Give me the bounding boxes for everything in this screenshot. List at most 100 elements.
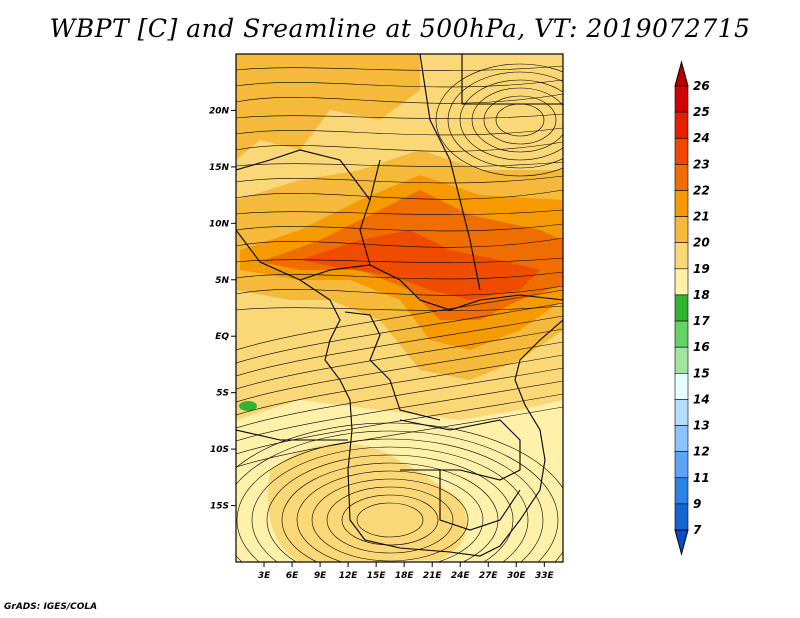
colorbar-label: 11: [693, 471, 710, 485]
lon-tick-label: 6E: [286, 571, 299, 581]
colorbar-segment: [674, 372, 689, 400]
grads-credit: GrADS: IGES/COLA: [4, 602, 98, 612]
colorbar-segment: [674, 503, 689, 531]
colorbar-segment: [674, 111, 689, 139]
streamline: [236, 393, 563, 455]
colorbar-label: 19: [693, 262, 710, 276]
colorbar-label: 7: [693, 523, 702, 537]
colorbar-segment: [674, 399, 689, 426]
colorbar-segment: [674, 190, 689, 217]
lon-tick-label: 15E: [367, 571, 387, 581]
streamline: [236, 209, 563, 215]
streamline: [236, 422, 563, 562]
streamline: [447, 71, 563, 169]
colorbar-label: 26: [693, 79, 710, 93]
country-boundaries: [236, 54, 563, 557]
streamline: [236, 367, 563, 429]
streamline: [236, 189, 563, 200]
streamline: [236, 430, 559, 562]
streamline: [236, 285, 563, 296]
lon-tick-label: 33E: [535, 571, 555, 581]
map-title: WBPT [C] and Sreamline at 500hPa, VT: 20…: [49, 14, 751, 43]
streamlines: [236, 63, 563, 562]
lon-tick-label: 12E: [339, 571, 359, 581]
lon-tick-label: 9E: [314, 571, 327, 581]
streamline: [236, 93, 563, 104]
colorbar-label: 9: [693, 497, 701, 511]
streamline: [311, 478, 469, 562]
streamline: [296, 470, 484, 562]
colorbar-segment: [674, 346, 689, 374]
colorbar-label: 12: [693, 445, 710, 459]
lat-tick-label: EQ: [215, 332, 229, 342]
lat-tick-label: 5S: [216, 389, 229, 399]
map-frame: [235, 53, 564, 563]
streamline: [236, 175, 563, 184]
colorbar-bottom-arrow: [674, 529, 689, 556]
streamline: [236, 406, 563, 468]
streamline: [236, 341, 563, 403]
lon-tick-label: 18E: [395, 571, 415, 581]
latitude-axis: 20N 15N 10N 5N EQ 5S 10S 15S: [209, 106, 236, 512]
streamline: [236, 328, 563, 390]
streamline: [266, 454, 514, 562]
colorbar-segment: [674, 477, 689, 505]
lat-tick-label: 15S: [210, 502, 229, 512]
colorbar-label: 18: [693, 288, 710, 302]
streamline: [236, 127, 563, 136]
colorbar-segment: [674, 294, 689, 322]
colorbar-label: 15: [693, 366, 710, 380]
colorbar-label: 25: [693, 105, 710, 119]
colorbar-top-arrow: [674, 60, 689, 87]
streamline: [236, 65, 563, 71]
streamline: [236, 223, 563, 232]
streamline: [236, 438, 544, 562]
streamline: [236, 257, 563, 263]
streamline: [236, 161, 563, 167]
streamline: [471, 87, 563, 153]
colorbar-segment: [674, 164, 689, 191]
streamline: [356, 502, 424, 538]
colorbar-label: 20: [693, 236, 710, 250]
streamline: [483, 95, 557, 145]
lon-tick-label: 3E: [258, 571, 271, 581]
streamline: [435, 63, 563, 177]
colorbar-segment: [674, 268, 689, 296]
lon-tick-label: 27E: [479, 571, 499, 581]
streamline: [341, 494, 439, 546]
streamline: [251, 446, 529, 562]
streamline: [326, 486, 454, 554]
colorbar-segment: [674, 320, 689, 348]
colorbar: 26 25 24 23 22 21 20 19 18 17 16 15 14 13 12 11 9 7: [674, 60, 710, 556]
lat-tick-label: 5N: [215, 276, 229, 286]
colorbar-label: 23: [693, 157, 710, 171]
streamline: [236, 315, 563, 377]
colorbar-segment: [674, 137, 689, 165]
streamline: [236, 271, 563, 280]
colorbar-segment: [674, 216, 689, 244]
streamline: [236, 79, 563, 88]
colorbar-label: 22: [693, 183, 710, 197]
streamline: [281, 462, 499, 562]
streamline: [236, 302, 563, 364]
colorbar-label: 24: [693, 131, 710, 145]
lon-tick-label: 21E: [423, 571, 443, 581]
lon-tick-label: 24E: [451, 571, 471, 581]
streamline: [236, 141, 563, 152]
streamline: [236, 113, 563, 119]
colorbar-label: 14: [693, 392, 710, 406]
lon-tick-label: 30E: [507, 571, 527, 581]
colorbar-segment: [674, 451, 689, 479]
colorbar-label: 17: [693, 314, 710, 328]
lat-tick-label: 10N: [209, 219, 230, 229]
streamline: [236, 237, 563, 248]
lat-tick-label: 15N: [209, 163, 230, 173]
longitude-axis: 3E 6E 9E 12E 15E 18E 21E 24E 27E 30E 33E: [258, 562, 555, 581]
lat-tick-label: 20N: [209, 106, 230, 116]
streamline: [459, 79, 563, 161]
colorbar-segment: [674, 242, 689, 270]
colorbar-label: 13: [693, 419, 710, 433]
colorbar-segment: [674, 425, 689, 452]
lat-tick-label: 10S: [210, 445, 229, 455]
